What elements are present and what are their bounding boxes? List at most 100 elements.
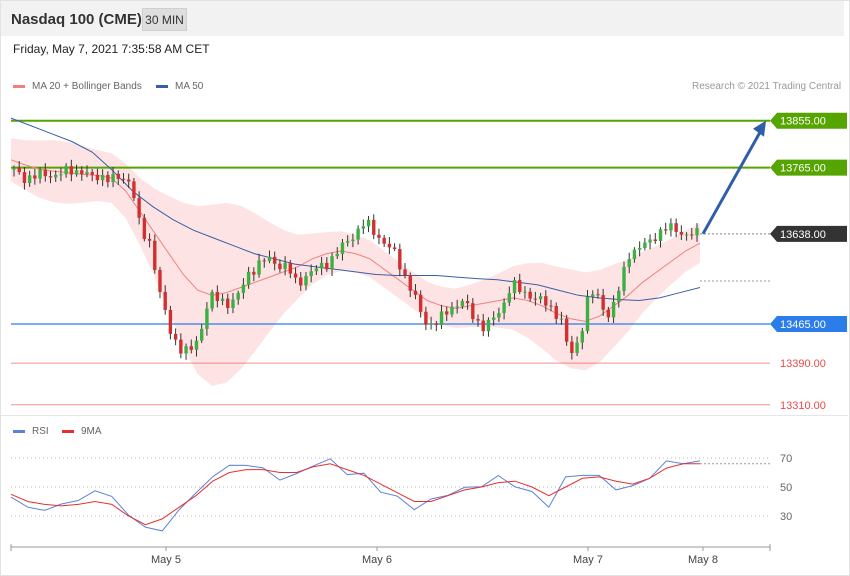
target-arrow (701, 127, 764, 235)
time-tick-label: May 8 (688, 554, 718, 566)
candle-body (262, 260, 266, 262)
candle-body (48, 176, 53, 178)
candle-body (585, 296, 590, 332)
candle-body (199, 328, 204, 341)
candle-body (293, 273, 298, 278)
candle-body (340, 242, 345, 254)
candle-body (127, 179, 131, 182)
support-tag-box (770, 316, 847, 332)
candle-body (194, 340, 199, 350)
candle-body (606, 309, 611, 318)
candle-body (481, 320, 485, 332)
candle-body (111, 173, 115, 183)
candle-body (392, 247, 397, 250)
candle-body (575, 342, 579, 354)
candle-body (460, 301, 465, 307)
rsi-swatch (13, 430, 25, 433)
candle-body (345, 241, 350, 243)
candle-body (241, 284, 246, 293)
rsi-tick-label: 30 (780, 511, 792, 523)
candle-body (434, 323, 439, 326)
current-price-tag-label: 13638.00 (780, 229, 826, 241)
candle-body (512, 280, 517, 294)
minor-support-tag-label: 13390.00 (780, 358, 826, 370)
candle-body (497, 313, 501, 318)
candle-body (491, 317, 496, 320)
candle-body (564, 318, 569, 342)
candle-body (637, 248, 642, 250)
candle-body (158, 269, 162, 292)
candle-body (147, 238, 152, 241)
time-tick-label: May 6 (362, 554, 392, 566)
ma20-line (10, 159, 701, 322)
candle-body (601, 295, 605, 310)
resistance-tag-label: 13765.00 (780, 163, 826, 175)
candle-body (22, 172, 27, 183)
ma20-legend: MA 20 + Bollinger Bands (13, 81, 142, 92)
candle-body (439, 311, 444, 326)
candle-body (80, 170, 84, 175)
resistance-tag-box (770, 112, 847, 129)
candle-body (38, 169, 42, 179)
rsi-tick-label: 70 (780, 453, 792, 465)
candle-body (570, 341, 574, 354)
candle-body (335, 253, 339, 257)
candle-body (611, 301, 616, 318)
candle-body (648, 239, 652, 243)
candle-body (351, 239, 355, 242)
candle-body (205, 308, 209, 329)
candle-body (528, 291, 532, 299)
support-tag-label: 13465.00 (780, 319, 826, 331)
candle-body (278, 263, 282, 270)
candle-body (12, 167, 16, 170)
candle-body (361, 226, 366, 229)
candle-body (684, 234, 689, 236)
candle-body (116, 173, 120, 179)
candle-body (356, 228, 360, 240)
candle-body (643, 242, 647, 249)
candle-body (424, 311, 428, 325)
timeframe-badge[interactable]: 30 MIN (142, 8, 187, 31)
panel-divider (1, 415, 848, 416)
candle-body (627, 259, 631, 267)
candle-body (283, 262, 287, 270)
ma9-legend-label: 9MA (81, 426, 102, 437)
candle-body (100, 174, 105, 181)
rsi-line (10, 458, 701, 532)
candle-body (90, 172, 94, 175)
candle-body (403, 269, 407, 276)
candle-body (538, 296, 543, 300)
ma20-swatch (13, 85, 25, 88)
candle-body (210, 292, 214, 309)
candle-body (325, 262, 329, 270)
ma20-legend-label: MA 20 + Bollinger Bands (32, 81, 142, 92)
candle-body (288, 262, 293, 274)
ma9-swatch (62, 430, 74, 433)
minor-support-tag-label: 13310.00 (780, 400, 826, 412)
ma50-line (10, 117, 701, 302)
candle-body (43, 169, 47, 177)
candle-body (64, 166, 68, 175)
candle-body (455, 306, 459, 308)
candle-body (257, 260, 261, 275)
candle-body (69, 166, 74, 175)
candle-body (471, 303, 475, 320)
candle-body (314, 268, 319, 272)
candle-body (418, 294, 423, 312)
instrument-title: Nasdaq 100 (CME) (11, 11, 142, 28)
candle-body (304, 276, 308, 286)
candle-body (554, 305, 558, 319)
candle-body (653, 239, 657, 241)
candle-body (674, 223, 678, 232)
candle-body (465, 301, 470, 304)
candle-body (59, 174, 63, 176)
candle-body (507, 293, 512, 303)
resistance-tag-box (770, 159, 847, 176)
candle-body (272, 256, 277, 264)
candle-body (690, 234, 694, 236)
candle-body (366, 219, 371, 227)
candle-body (168, 309, 173, 334)
candle-body (299, 277, 303, 286)
ma50-swatch (156, 85, 168, 88)
candle-body (377, 234, 381, 238)
